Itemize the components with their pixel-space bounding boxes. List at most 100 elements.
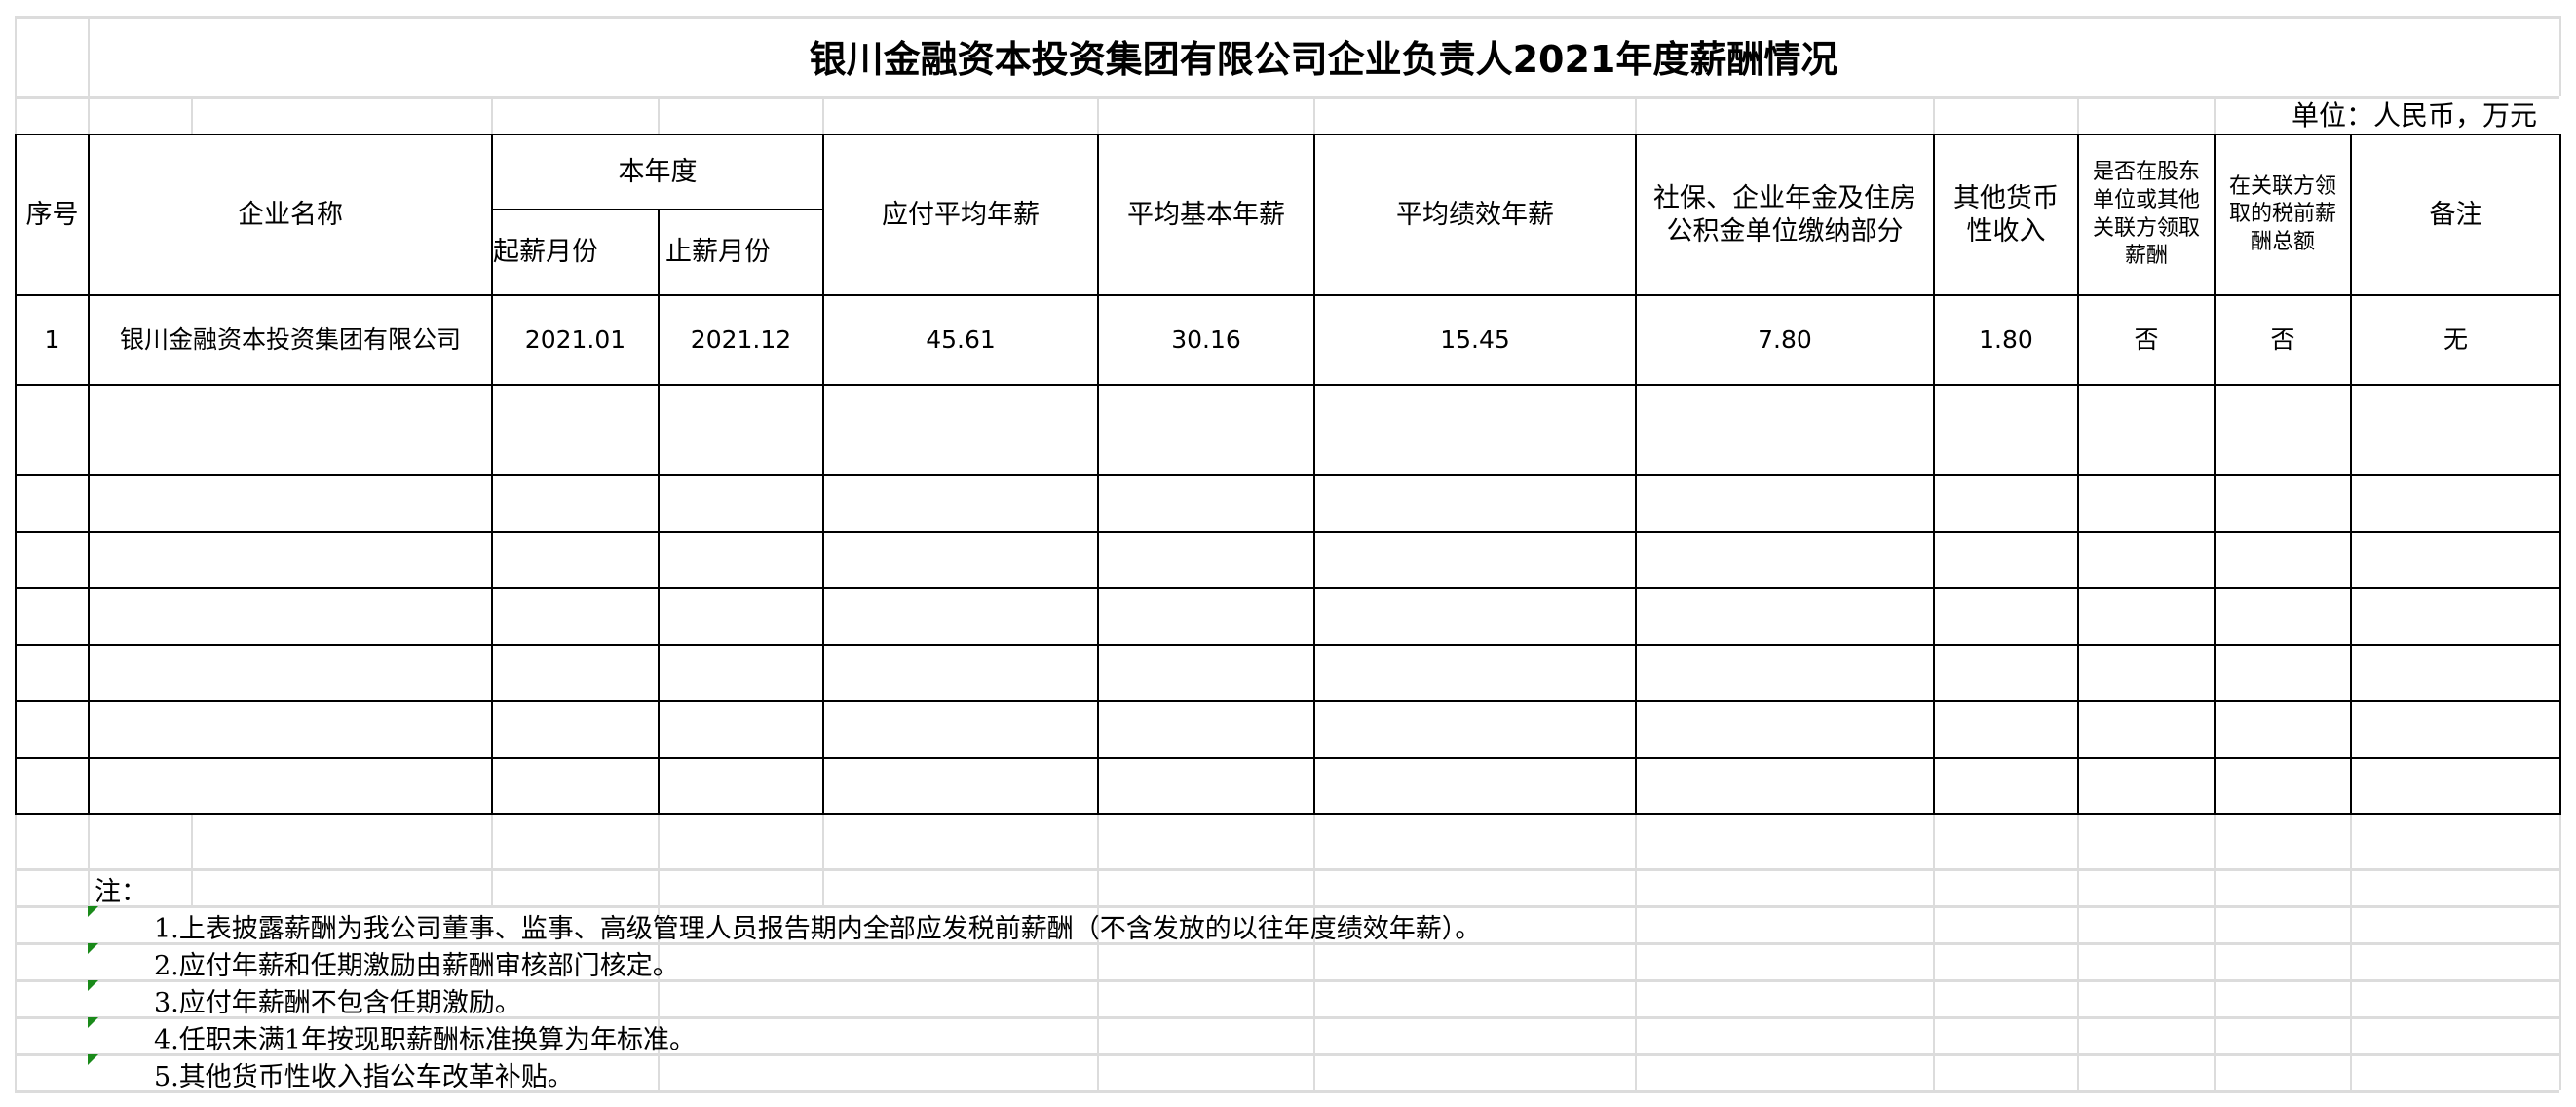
empty-cell[interactable] xyxy=(1933,531,2079,589)
empty-cell[interactable] xyxy=(2350,474,2561,533)
empty-cell[interactable] xyxy=(1097,644,1315,702)
empty-cell[interactable] xyxy=(1097,474,1315,533)
empty-cell[interactable] xyxy=(1635,384,1935,476)
empty-cell[interactable] xyxy=(88,474,493,533)
empty-cell[interactable] xyxy=(2077,700,2216,759)
empty-cell[interactable] xyxy=(1635,587,1935,646)
empty-cell[interactable] xyxy=(491,384,660,476)
empty-cell[interactable] xyxy=(2077,644,2216,702)
cell-shareholder-pay[interactable]: 否 xyxy=(2077,294,2216,386)
empty-cell[interactable] xyxy=(1635,757,1935,815)
empty-cell[interactable] xyxy=(822,700,1099,759)
empty-cell[interactable] xyxy=(822,531,1099,589)
empty-cell[interactable] xyxy=(2214,700,2352,759)
cell-other-income[interactable]: 1.80 xyxy=(1933,294,2079,386)
empty-cell[interactable] xyxy=(2077,587,2216,646)
empty-cell[interactable] xyxy=(658,644,824,702)
empty-cell[interactable] xyxy=(15,531,90,589)
empty-cell[interactable] xyxy=(1313,531,1637,589)
empty-cell[interactable] xyxy=(1097,587,1315,646)
empty-cell[interactable] xyxy=(822,384,1099,476)
empty-cell[interactable] xyxy=(1313,757,1637,815)
empty-cell[interactable] xyxy=(2350,757,2561,815)
empty-cell[interactable] xyxy=(1635,531,1935,589)
gridline xyxy=(2559,905,2561,1090)
empty-cell[interactable] xyxy=(2077,757,2216,815)
empty-cell[interactable] xyxy=(1313,587,1637,646)
empty-cell[interactable] xyxy=(1933,384,2079,476)
empty-cell[interactable] xyxy=(88,587,493,646)
empty-cell[interactable] xyxy=(2350,384,2561,476)
empty-cell[interactable] xyxy=(15,700,90,759)
cell-social-insurance[interactable]: 7.80 xyxy=(1635,294,1935,386)
empty-cell[interactable] xyxy=(2214,587,2352,646)
empty-cell[interactable] xyxy=(88,757,493,815)
empty-cell[interactable] xyxy=(2350,531,2561,589)
empty-cell[interactable] xyxy=(2214,531,2352,589)
empty-cell[interactable] xyxy=(15,757,90,815)
empty-cell[interactable] xyxy=(88,700,493,759)
empty-cell[interactable] xyxy=(15,474,90,533)
empty-cell[interactable] xyxy=(1313,474,1637,533)
empty-cell[interactable] xyxy=(15,587,90,646)
empty-cell[interactable] xyxy=(822,644,1099,702)
empty-cell[interactable] xyxy=(658,531,824,589)
empty-cell[interactable] xyxy=(1097,757,1315,815)
empty-cell[interactable] xyxy=(1635,474,1935,533)
empty-cell[interactable] xyxy=(2350,587,2561,646)
empty-cell[interactable] xyxy=(658,757,824,815)
empty-cell[interactable] xyxy=(1933,474,2079,533)
empty-cell[interactable] xyxy=(822,587,1099,646)
empty-cell[interactable] xyxy=(88,384,493,476)
empty-cell[interactable] xyxy=(2214,474,2352,533)
empty-cell[interactable] xyxy=(1635,644,1935,702)
empty-cell[interactable] xyxy=(2214,757,2352,815)
cell-start-month[interactable]: 2021.01 xyxy=(491,294,660,386)
empty-cell[interactable] xyxy=(1097,700,1315,759)
cell-avg-base[interactable]: 30.16 xyxy=(1097,294,1315,386)
empty-cell[interactable] xyxy=(1097,531,1315,589)
empty-cell[interactable] xyxy=(491,644,660,702)
empty-cell[interactable] xyxy=(2077,384,2216,476)
empty-cell[interactable] xyxy=(2214,384,2352,476)
gridline xyxy=(1635,905,1637,1090)
empty-cell[interactable] xyxy=(88,531,493,589)
empty-cell[interactable] xyxy=(88,644,493,702)
empty-cell[interactable] xyxy=(658,587,824,646)
empty-cell[interactable] xyxy=(491,757,660,815)
empty-cell[interactable] xyxy=(658,474,824,533)
empty-cell[interactable] xyxy=(1933,757,2079,815)
empty-cell[interactable] xyxy=(1933,587,2079,646)
empty-cell[interactable] xyxy=(15,644,90,702)
empty-cell[interactable] xyxy=(658,384,824,476)
header-end-month: 止薪月份 xyxy=(658,209,824,296)
cell-seq[interactable]: 1 xyxy=(15,294,90,386)
empty-cell[interactable] xyxy=(1313,384,1637,476)
empty-cell[interactable] xyxy=(822,757,1099,815)
empty-cell[interactable] xyxy=(1933,644,2079,702)
empty-cell[interactable] xyxy=(1313,644,1637,702)
empty-cell[interactable] xyxy=(1635,700,1935,759)
empty-cell[interactable] xyxy=(2350,700,2561,759)
empty-cell[interactable] xyxy=(1097,384,1315,476)
empty-cell[interactable] xyxy=(2077,531,2216,589)
empty-cell[interactable] xyxy=(2350,644,2561,702)
empty-cell[interactable] xyxy=(822,474,1099,533)
empty-cell[interactable] xyxy=(15,384,90,476)
cell-avg-payable[interactable]: 45.61 xyxy=(822,294,1099,386)
empty-cell[interactable] xyxy=(1933,700,2079,759)
empty-cell[interactable] xyxy=(658,700,824,759)
cell-related-party-total[interactable]: 否 xyxy=(2214,294,2352,386)
cell-company[interactable]: 银川金融资本投资集团有限公司 xyxy=(88,294,493,386)
cell-avg-performance[interactable]: 15.45 xyxy=(1313,294,1637,386)
empty-cell[interactable] xyxy=(1313,700,1637,759)
cell-end-month[interactable]: 2021.12 xyxy=(658,294,824,386)
empty-cell[interactable] xyxy=(491,474,660,533)
empty-cell[interactable] xyxy=(2077,474,2216,533)
comment-marker-icon xyxy=(88,980,98,991)
empty-cell[interactable] xyxy=(491,700,660,759)
empty-cell[interactable] xyxy=(491,587,660,646)
empty-cell[interactable] xyxy=(2214,644,2352,702)
cell-remark[interactable]: 无 xyxy=(2350,294,2561,386)
empty-cell[interactable] xyxy=(491,531,660,589)
